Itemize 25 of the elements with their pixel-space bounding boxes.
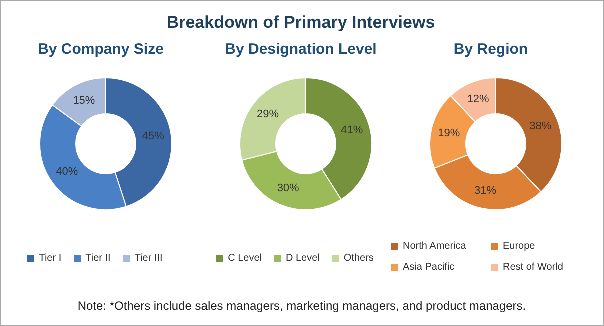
legend-label: C Level [228,253,262,264]
chart-subtitle: By Designation Level [224,41,378,60]
legend-label: Rest of World [503,262,564,273]
chart-title: Breakdown of Primary Interviews [166,13,436,33]
legend-label: Tier II [86,253,111,264]
chart-title: By Company Size [37,41,165,60]
legend-label: D Level [286,253,320,264]
text: Note: *Others include sales managers, marketing managers, and product managers. [76,299,528,313]
data-label: 38% [530,120,552,132]
data-label: 19% [438,128,460,140]
data-label: 12% [467,93,490,106]
legend-label: Others [344,253,374,264]
legend-label: Asia Pacific [403,262,455,273]
legend-label: Europe [503,241,536,252]
data-label: 31% [474,184,497,197]
legend-label: North America [403,241,466,252]
data-label: 41% [341,124,364,137]
data-label: 45% [142,130,165,142]
data-label: 29% [257,108,280,121]
data-label: 40% [56,166,78,178]
legend-label: Tier I [39,253,62,264]
data-label: 30% [277,182,300,195]
legend-label: Tier III [134,253,163,264]
chart-title: By Region [452,41,530,60]
data-label: 15% [73,95,96,108]
